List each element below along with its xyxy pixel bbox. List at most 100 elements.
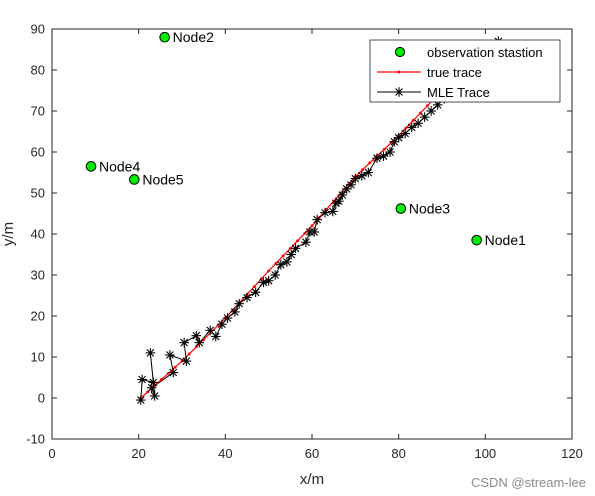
observation-node [395, 203, 407, 214]
true-trace-point [274, 261, 278, 265]
y-tick-label: 90 [31, 22, 45, 37]
mle-point [242, 292, 252, 303]
x-tick-label: 20 [131, 446, 145, 461]
true-trace-point [173, 365, 177, 369]
mle-point [276, 259, 286, 270]
observation-node [471, 234, 482, 246]
mle-point [432, 100, 443, 110]
mle-point [181, 356, 192, 366]
observation-node [85, 161, 97, 172]
mle-point [419, 112, 430, 122]
true-trace-point [310, 224, 314, 228]
mle-point [290, 243, 301, 254]
true-trace-point [281, 254, 285, 258]
legend-mle-label: MLE Trace [427, 85, 490, 100]
true-trace-point [252, 285, 256, 289]
true-trace-point [202, 338, 206, 341]
node-label: Node3 [409, 201, 450, 217]
true-trace-point [368, 161, 372, 165]
node-label: Node2 [173, 29, 214, 45]
mle-point [282, 257, 292, 267]
legend-observation-label: observation stastion [427, 45, 543, 60]
mle-point [337, 190, 348, 200]
y-tick-label: 70 [31, 104, 45, 119]
legend: observation stastion true trace MLE Trac… [369, 39, 561, 103]
mle-point [378, 151, 389, 161]
true-trace-point [303, 231, 307, 235]
mle-point [137, 374, 147, 385]
y-tick-label: -10 [26, 432, 45, 447]
mle-point [149, 391, 160, 401]
true-trace-point [267, 269, 271, 273]
mle-point [194, 337, 205, 348]
mle-point [400, 128, 410, 139]
y-tick-label: 30 [31, 268, 45, 283]
mle-point [258, 277, 269, 288]
legend-true-trace-label: true trace [427, 65, 482, 80]
mle-point [406, 122, 417, 133]
x-tick-label: 40 [218, 446, 232, 461]
mle-point [165, 350, 175, 360]
mle-point [286, 249, 296, 260]
true-trace-point [195, 345, 198, 349]
y-tick-label: 40 [31, 227, 45, 242]
y-tick-label: 50 [31, 186, 45, 201]
node-label: Node4 [99, 158, 140, 174]
mle-point [426, 106, 436, 116]
true-trace-point [382, 147, 386, 151]
observation-node [129, 174, 140, 185]
mle-point [136, 395, 146, 405]
mle-point [217, 319, 227, 329]
mle-point [168, 367, 179, 378]
y-tick-label: 20 [31, 309, 45, 324]
y-tick-label: 10 [31, 350, 45, 365]
mle-point [179, 337, 189, 348]
true-trace-point [288, 246, 292, 250]
x-tick-label: 0 [48, 446, 55, 461]
mle-point [145, 348, 156, 358]
node-label: Node1 [485, 232, 526, 248]
mle-point [341, 184, 352, 194]
y-tick-label: 60 [31, 145, 45, 160]
true-trace-point [418, 111, 422, 115]
true-trace-point [160, 378, 163, 381]
mle-point [320, 207, 330, 218]
mle-point [309, 227, 319, 237]
y-axis-label: y/m [0, 222, 17, 246]
legend-mle-star-shape [394, 87, 404, 97]
true-trace-point [426, 104, 429, 107]
trace-layer [136, 36, 504, 405]
legend-true-trace-marker [397, 70, 401, 74]
legend-observation-marker [394, 46, 406, 58]
x-tick-label: 100 [474, 446, 496, 461]
mle-point [346, 180, 356, 190]
mle-point [312, 214, 322, 225]
mle-point [234, 298, 244, 309]
x-axis-label: x/m [300, 471, 324, 488]
mle-point [413, 118, 423, 129]
true-trace-point [187, 352, 191, 356]
mle-point [328, 206, 338, 217]
mle-point [250, 287, 261, 298]
mle-point [211, 331, 221, 342]
node-label: Node5 [142, 171, 183, 187]
y-tick-label: 0 [38, 391, 45, 406]
watermark: CSDN @stream-lee [470, 475, 586, 490]
mle-point [230, 307, 240, 317]
mle-point [263, 275, 274, 286]
x-tick-label: 80 [391, 446, 405, 461]
mle-point [372, 153, 382, 163]
mle-point [393, 132, 404, 143]
observation-node [159, 31, 170, 43]
mle-point [301, 237, 311, 247]
true-trace-point [361, 168, 364, 172]
mle-point [222, 313, 233, 323]
y-tick-label: 80 [31, 63, 45, 78]
mle-point [363, 167, 374, 178]
mle-point [205, 325, 215, 336]
true-trace-point [296, 239, 299, 243]
true-trace-point [411, 119, 415, 122]
